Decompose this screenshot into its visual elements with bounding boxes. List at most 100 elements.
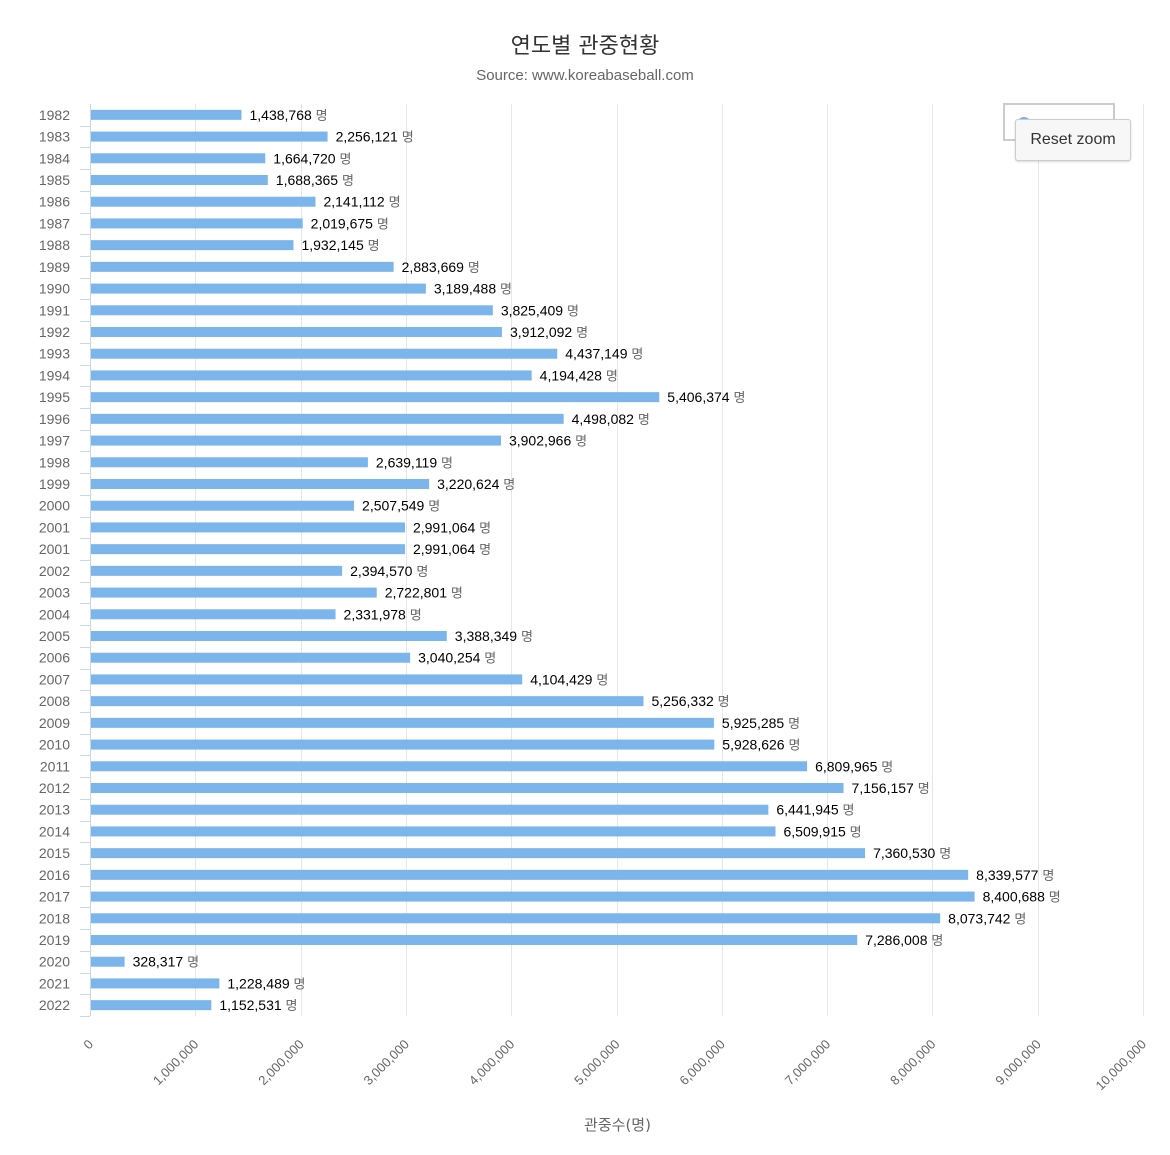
y-tick-label: 2022 — [39, 997, 70, 1013]
data-label: 3,040,254 명 — [418, 650, 496, 667]
y-tick-label: 1992 — [39, 324, 70, 340]
y-tick-label: 1987 — [39, 215, 70, 231]
x-tick-label: 6,000,000 — [676, 1037, 728, 1089]
data-label: 2,883,669 명 — [402, 259, 480, 276]
data-label: 2,991,064 명 — [413, 519, 491, 536]
bar — [91, 956, 125, 967]
x-tick-label: 2,000,000 — [255, 1037, 307, 1089]
y-tick-label: 1991 — [39, 302, 70, 318]
y-tick-label: 2017 — [39, 889, 70, 905]
y-tick-label: 1989 — [39, 259, 70, 275]
y-tick-label: 2007 — [39, 671, 70, 687]
bar — [91, 109, 242, 120]
data-label: 2,639,119 명 — [376, 454, 453, 471]
data-label: 5,256,332 명 — [651, 693, 729, 710]
y-tick-label: 1988 — [39, 237, 70, 253]
bar — [91, 587, 377, 598]
y-tick-label: 1982 — [39, 107, 70, 123]
x-tick-label: 5,000,000 — [571, 1037, 623, 1089]
data-label: 2,331,978 명 — [344, 606, 422, 623]
data-label: 8,073,742 명 — [948, 910, 1026, 927]
bar — [91, 652, 411, 663]
reset-zoom-button[interactable]: Reset zoom — [1015, 119, 1131, 161]
y-tick-label: 2001 — [39, 519, 70, 535]
data-label: 1,932,145 명 — [301, 237, 379, 254]
data-label: 1,438,768 명 — [250, 107, 328, 124]
data-label: 3,912,092 명 — [510, 324, 588, 341]
data-label: 2,991,064 명 — [413, 541, 491, 558]
data-label: 2,141,112 명 — [323, 194, 400, 211]
bar — [91, 935, 858, 945]
bar — [91, 544, 405, 555]
bar — [91, 327, 502, 337]
data-label: 3,189,488 명 — [434, 281, 512, 298]
bar — [91, 131, 328, 142]
bar — [91, 804, 769, 815]
y-tick-label: 2016 — [39, 867, 70, 883]
data-label: 3,902,966 명 — [509, 433, 587, 450]
y-tick-label: 2002 — [39, 563, 70, 579]
data-label: 2,722,801 명 — [385, 585, 463, 602]
bar — [91, 435, 501, 446]
bar — [91, 913, 941, 924]
bar — [91, 739, 715, 750]
x-tick-label: 7,000,000 — [782, 1037, 834, 1089]
bar — [91, 978, 220, 989]
bar — [91, 153, 266, 164]
bar — [91, 674, 523, 685]
y-tick-label: 2018 — [39, 910, 70, 926]
x-tick-label: 0 — [80, 1037, 96, 1053]
y-tick-label: 1993 — [39, 346, 70, 362]
data-label: 1,228,489 명 — [227, 975, 305, 992]
data-label: 6,809,965 명 — [815, 758, 893, 775]
data-label: 4,104,429 명 — [530, 671, 608, 688]
data-label: 5,928,626 명 — [722, 737, 800, 754]
bar — [91, 631, 447, 641]
y-tick-label: 2020 — [39, 954, 70, 970]
bar — [91, 348, 558, 359]
data-label: 5,925,285 명 — [722, 715, 800, 732]
bar — [91, 175, 268, 185]
x-tick-label: 10,000,000 — [1092, 1037, 1149, 1094]
y-tick-label: 2021 — [39, 975, 70, 991]
data-label: 2,394,570 명 — [350, 563, 428, 580]
y-tick-label: 1997 — [39, 433, 70, 449]
chart-subtitle: Source: www.koreabaseball.com — [476, 67, 694, 84]
y-tick-label: 1990 — [39, 281, 70, 297]
y-tick-label: 2013 — [39, 802, 70, 818]
bar — [91, 1000, 212, 1011]
data-label: 4,194,428 명 — [540, 367, 618, 384]
data-label: 1,664,720 명 — [273, 150, 351, 167]
x-tick-label: 1,000,000 — [150, 1037, 202, 1089]
x-tick-label: 9,000,000 — [992, 1037, 1044, 1089]
data-label: 3,388,349 명 — [455, 628, 533, 645]
data-label: 3,220,624 명 — [437, 476, 515, 493]
data-label: 6,509,915 명 — [783, 823, 861, 840]
bar — [91, 609, 336, 620]
x-tick-label: 8,000,000 — [887, 1037, 939, 1089]
bar — [91, 826, 776, 837]
y-tick-label: 1994 — [39, 367, 70, 383]
y-tick-label: 2000 — [39, 498, 70, 514]
bar — [91, 392, 660, 403]
data-label: 3,825,409 명 — [501, 302, 579, 319]
bar — [91, 283, 426, 294]
y-tick-label: 2009 — [39, 715, 70, 731]
x-tick-label: 4,000,000 — [466, 1037, 518, 1089]
bar — [91, 891, 975, 902]
bar — [91, 500, 355, 511]
y-tick-label: 2003 — [39, 585, 70, 601]
bar — [91, 457, 368, 468]
y-tick-label: 2012 — [39, 780, 70, 796]
bar — [91, 565, 343, 576]
y-tick-label: 1999 — [39, 476, 70, 492]
bar — [91, 848, 866, 859]
bar — [91, 479, 430, 489]
y-tick-label: 2008 — [39, 693, 70, 709]
bar — [91, 196, 316, 207]
data-label: 7,156,157 명 — [852, 780, 930, 797]
y-tick-label: 1996 — [39, 411, 70, 427]
y-tick-label: 1985 — [39, 172, 70, 188]
chart-title: 연도별 관중현황 — [510, 34, 660, 59]
